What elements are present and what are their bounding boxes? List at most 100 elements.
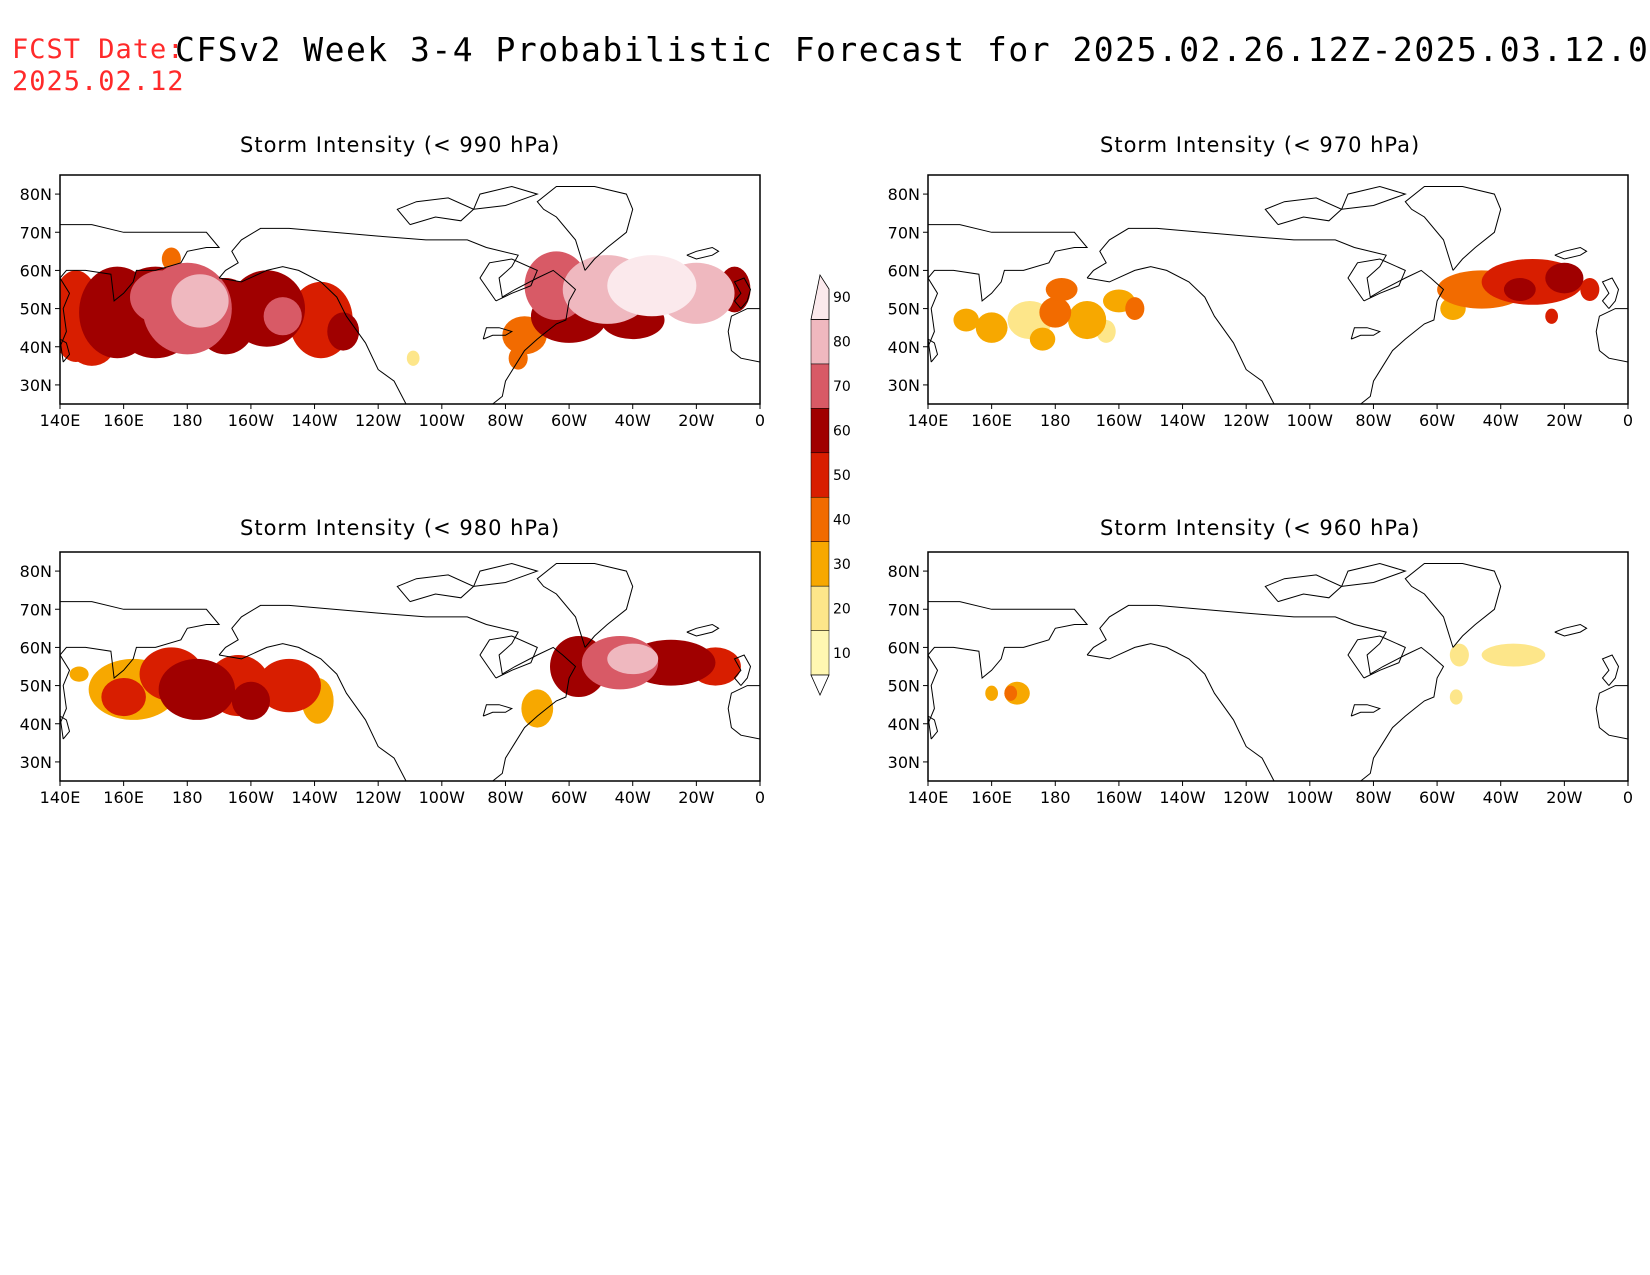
- probability-area: [1503, 278, 1536, 301]
- coastline: [218, 604, 577, 781]
- coastline: [1347, 635, 1406, 679]
- probability-area: [1004, 685, 1018, 701]
- coastline: [482, 704, 514, 717]
- map-field-3: [928, 562, 1628, 781]
- lon-label: 120W: [355, 411, 402, 430]
- map-panel-1: 80N 70N 60N 50N 40N 30N 140E 160E 180 160W 140W 120…: [888, 174, 1633, 430]
- lon-label: 100W: [419, 411, 466, 430]
- lon-label: 100W: [1287, 411, 1334, 430]
- lat-label: 80N: [888, 185, 920, 204]
- coastline: [218, 227, 577, 404]
- coastline: [1264, 197, 1343, 226]
- lat-label: 40N: [20, 715, 52, 734]
- lon-label: 0: [755, 411, 765, 430]
- colorbar: 10 20 30 40 50 60 70 80 90: [810, 273, 851, 696]
- coastline: [928, 224, 1089, 347]
- lon-label: 180: [172, 411, 203, 430]
- colorbar-label: 40: [833, 512, 851, 528]
- coastline: [686, 246, 720, 260]
- panel-title-970: Storm Intensity (< 970 hPa): [1100, 133, 1421, 157]
- map-panel-3: 80N 70N 60N 50N 40N 30N 140E 160E 180 160W 140W 120…: [888, 551, 1633, 807]
- page-title: CFSv2 Week 3-4 Probabilistic Forecast fo…: [175, 30, 1650, 69]
- colorbar-segment: [810, 273, 830, 320]
- lon-label: 160W: [228, 788, 275, 807]
- probability-area: [263, 297, 302, 336]
- coastline: [1086, 227, 1445, 404]
- lon-label: 40W: [1483, 788, 1519, 807]
- panel-title-980: Storm Intensity (< 980 hPa): [240, 516, 561, 540]
- coastline: [536, 563, 634, 648]
- lon-label: 120W: [1223, 788, 1270, 807]
- colorbar-label: 20: [833, 601, 851, 617]
- map-panel-2: 80N 70N 60N 50N 40N 30N 140E 160E 180 160W 140W 120…: [20, 551, 765, 807]
- lat-label: 80N: [20, 185, 52, 204]
- lat-label: 30N: [20, 753, 52, 772]
- coastline: [479, 635, 538, 679]
- colorbar-segment: [810, 408, 830, 454]
- lon-label: 0: [1623, 411, 1633, 430]
- probability-area: [985, 685, 998, 701]
- coastline: [1086, 604, 1445, 781]
- probability-area: [158, 658, 235, 720]
- lat-label: 50N: [888, 300, 920, 319]
- coastline: [473, 562, 539, 587]
- coastline: [396, 574, 475, 603]
- lat-label: 40N: [888, 338, 920, 357]
- map-field-2: [60, 562, 760, 781]
- colorbar-segment: [810, 452, 830, 498]
- lon-label: 160W: [1096, 411, 1143, 430]
- colorbar-label: 80: [833, 335, 851, 351]
- lon-label: 20W: [678, 788, 714, 807]
- lon-label: 20W: [1546, 788, 1582, 807]
- coastline: [60, 715, 71, 740]
- probability-area: [1068, 300, 1107, 340]
- colorbar-label: 30: [833, 557, 851, 573]
- probability-area: [257, 658, 321, 713]
- lon-label: 60W: [1419, 788, 1455, 807]
- lat-label: 70N: [20, 600, 52, 619]
- probability-area: [406, 350, 420, 366]
- lon-label: 80W: [487, 411, 523, 430]
- map-frame: [927, 174, 1629, 405]
- colorbar-label: 70: [833, 379, 851, 395]
- lon-label: 120W: [1223, 411, 1270, 430]
- probability-area: [607, 643, 659, 675]
- lon-label: 140E: [908, 411, 949, 430]
- lon-label: 60W: [551, 788, 587, 807]
- coastline: [1601, 277, 1620, 309]
- lat-label: 70N: [888, 223, 920, 242]
- colorbar-segment: [810, 541, 830, 587]
- lon-label: 120W: [355, 788, 402, 807]
- lon-label: 40W: [615, 788, 651, 807]
- lat-label: 70N: [888, 600, 920, 619]
- lon-label: 160E: [971, 411, 1012, 430]
- lon-label: 100W: [1287, 788, 1334, 807]
- map-frame: [59, 551, 761, 782]
- coastline: [1554, 246, 1588, 260]
- probability-area: [953, 308, 979, 332]
- lon-label: 140E: [40, 788, 81, 807]
- probability-area: [1545, 262, 1584, 294]
- lat-label: 70N: [20, 223, 52, 242]
- lon-label: 160W: [1096, 788, 1143, 807]
- colorbar-segment: [810, 585, 830, 631]
- probability-area: [327, 312, 360, 351]
- coastline: [928, 715, 939, 740]
- lon-label: 180: [1040, 788, 1071, 807]
- probability-area: [101, 677, 146, 717]
- colorbar-end: [810, 674, 830, 696]
- lon-label: 100W: [419, 788, 466, 807]
- lon-label: 160E: [103, 788, 144, 807]
- lat-label: 60N: [888, 638, 920, 657]
- lon-label: 20W: [1546, 411, 1582, 430]
- lon-label: 160W: [228, 411, 275, 430]
- probability-area: [1029, 327, 1056, 351]
- lat-label: 60N: [20, 638, 52, 657]
- probability-area: [171, 274, 229, 328]
- coastline: [396, 197, 475, 226]
- lon-label: 0: [755, 788, 765, 807]
- probability-area: [1449, 643, 1469, 667]
- probability-area: [1045, 278, 1078, 301]
- probability-area: [231, 681, 270, 720]
- colorbar-segment: [810, 363, 830, 409]
